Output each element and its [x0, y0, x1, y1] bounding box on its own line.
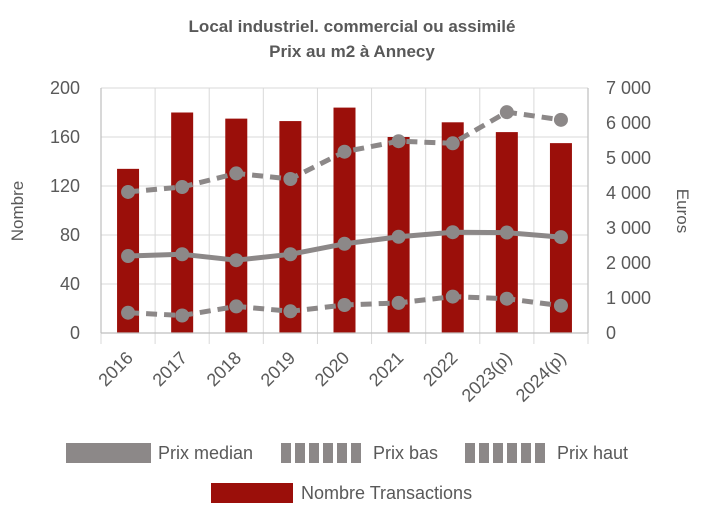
point-prix-median — [553, 230, 568, 245]
legend-swatch-segment — [535, 443, 545, 463]
bar-nombre-transactions — [279, 121, 302, 333]
legend-swatch-segment — [323, 443, 333, 463]
legend-label-prix-bas: Prix bas — [373, 443, 438, 463]
y-tick-label-left: 200 — [50, 78, 80, 98]
x-tick-label: 2019 — [257, 348, 299, 390]
point-prix-bas — [391, 295, 406, 310]
point-prix-haut — [499, 105, 514, 120]
point-prix-bas — [553, 298, 568, 313]
y-tick-label-right: 4 000 — [606, 183, 651, 203]
line-series — [121, 105, 568, 323]
legend-swatch-segment — [493, 443, 503, 463]
legend-swatch-segment — [337, 443, 347, 463]
point-prix-haut — [229, 166, 244, 181]
point-prix-haut — [283, 172, 298, 186]
legend-swatch-prix-bas — [281, 443, 361, 463]
y-tick-label-right: 0 — [606, 323, 616, 343]
y-tick-label-right: 5 000 — [606, 148, 651, 168]
y-tick-label-left: 80 — [60, 225, 80, 245]
legend-swatch-segment — [281, 443, 291, 463]
point-prix-bas — [337, 298, 352, 312]
point-prix-bas — [121, 305, 136, 320]
y-tick-label-left: 160 — [50, 127, 80, 147]
point-prix-bas — [175, 308, 190, 323]
point-prix-haut — [553, 112, 568, 127]
legend-label-nombre-transactions: Nombre Transactions — [301, 483, 472, 503]
point-prix-median — [445, 225, 460, 240]
point-prix-haut — [337, 144, 352, 159]
point-prix-median — [283, 247, 298, 262]
x-tick-label: 2017 — [149, 348, 191, 390]
y-tick-label-right: 2 000 — [606, 253, 651, 273]
point-prix-bas — [499, 291, 514, 306]
legend-swatch-segment — [295, 443, 305, 463]
legend-swatch-nombre-transactions — [211, 483, 293, 503]
point-prix-haut — [121, 184, 136, 199]
chart-title: Local industriel. commercial ou assimilé — [189, 17, 516, 36]
x-tick-label: 2020 — [311, 348, 353, 390]
x-tick-label: 2022 — [419, 348, 461, 390]
y-axis-right-title: Euros — [673, 189, 692, 233]
legend-swatch-segment — [465, 443, 475, 463]
y-axis-left-title: Nombre — [8, 181, 27, 241]
point-prix-median — [175, 247, 190, 262]
chart-subtitle: Prix au m2 à Annecy — [269, 42, 435, 61]
legend: Prix median Prix bas Prix haut Nombre Trans… — [66, 443, 628, 503]
point-prix-median — [229, 253, 244, 268]
y-tick-label-right: 7 000 — [606, 78, 651, 98]
point-prix-median — [499, 225, 514, 240]
point-prix-bas — [283, 304, 298, 319]
point-prix-bas — [445, 289, 460, 304]
point-prix-haut — [175, 180, 190, 195]
bar-nombre-transactions — [171, 112, 194, 333]
y-tick-label-right: 3 000 — [606, 218, 651, 238]
x-tick-label: 2021 — [365, 348, 407, 390]
point-prix-haut — [445, 136, 460, 151]
legend-swatch-segment — [521, 443, 531, 463]
y-tick-label-left: 0 — [70, 323, 80, 343]
legend-swatch-prix-haut — [465, 443, 545, 463]
x-tick-label: 2023(p) — [458, 348, 516, 406]
y-tick-label-left: 120 — [50, 176, 80, 196]
x-tick-label: 2018 — [203, 348, 245, 390]
legend-swatch-segment — [479, 443, 489, 463]
point-prix-median — [121, 249, 136, 263]
legend-swatch-segment — [507, 443, 517, 463]
axes — [100, 88, 589, 334]
point-prix-median — [391, 229, 406, 244]
point-prix-bas — [229, 299, 244, 314]
y-tick-label-right: 6 000 — [606, 113, 651, 133]
legend-swatch-prix-median — [66, 443, 151, 463]
x-tick-label: 2016 — [94, 348, 136, 390]
y-tick-label-left: 40 — [60, 274, 80, 294]
point-prix-median — [337, 236, 352, 251]
y-tick-label-right: 1 000 — [606, 288, 651, 308]
legend-label-prix-haut: Prix haut — [557, 443, 628, 463]
bar-nombre-transactions — [333, 107, 356, 333]
legend-label-prix-median: Prix median — [158, 443, 253, 463]
legend-swatch-segment — [351, 443, 361, 463]
point-prix-haut — [391, 134, 406, 149]
x-tick-label: 2024(p) — [512, 348, 570, 406]
legend-swatch-segment — [309, 443, 319, 463]
